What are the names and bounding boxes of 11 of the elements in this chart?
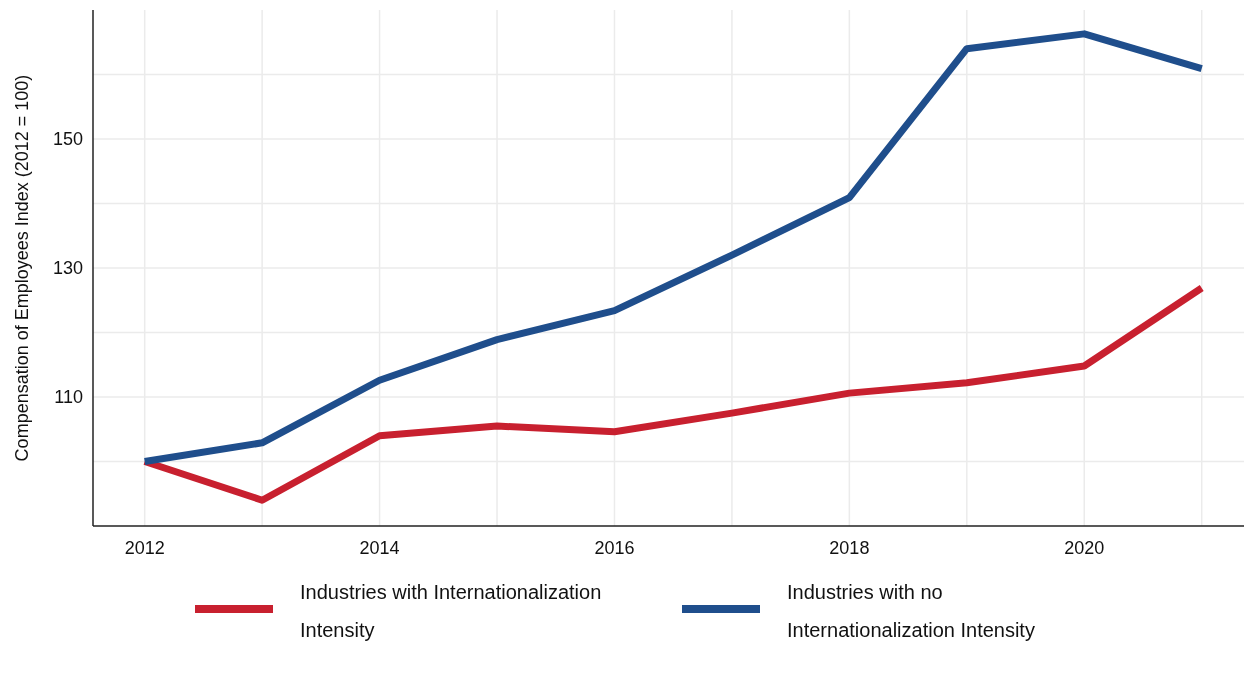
y-tick-label: 110: [54, 387, 83, 408]
y-axis-title: Compensation of Employees Index (2012 = 100): [12, 74, 32, 462]
x-tick-label: 2012: [124, 538, 165, 558]
x-tick-label: 2014: [359, 538, 400, 558]
legend-label: Industries with Internationalization Intensity: [300, 581, 602, 641]
x-tick-label: 2020: [1064, 538, 1105, 558]
legend-label: Industries with no Internationalization Intensity: [787, 581, 1035, 641]
x-tick-label: 2018: [829, 538, 870, 558]
y-tick-label: 130: [52, 258, 83, 279]
x-tick-label: 2016: [594, 538, 635, 558]
y-tick-label: 150: [52, 129, 83, 150]
